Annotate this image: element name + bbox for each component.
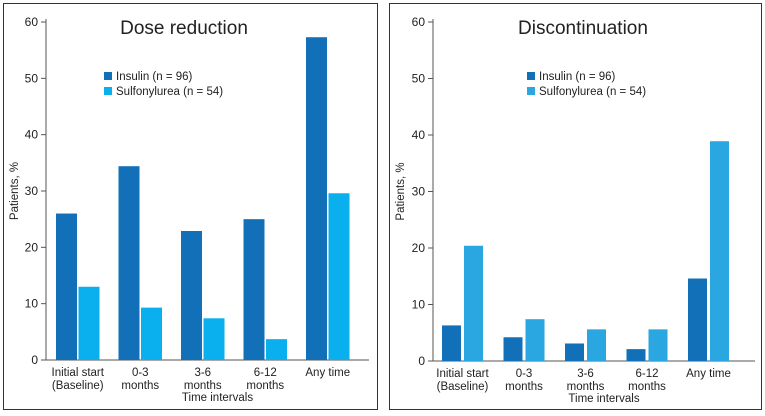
bar-insulin — [626, 349, 646, 361]
bar-sulfonylurea — [525, 319, 545, 361]
category-label: Any time — [305, 367, 350, 379]
y-tick-label: 30 — [25, 184, 39, 198]
y-tick-label: 0 — [31, 353, 38, 367]
category-label: 6-12 — [635, 368, 658, 380]
chart-title: Discontinuation — [518, 18, 648, 39]
category-label: 0-3 — [132, 367, 149, 379]
legend-label: Insulin (n = 96) — [116, 71, 193, 83]
category-label: months — [121, 380, 159, 392]
legend-swatch — [104, 72, 112, 80]
category-label: months — [567, 381, 605, 393]
legend-label: Sulfonylurea (n = 54) — [539, 86, 646, 98]
y-tick-label: 40 — [412, 128, 426, 142]
bar-insulin — [56, 213, 77, 360]
y-tick-label: 50 — [25, 71, 39, 85]
discontinuation-chart: Discontinuation 0 10 20 30 40 50 60 Patients, % I… — [395, 15, 755, 405]
dose-reduction-panel: Dose reduction 0 10 20 30 40 50 60 Patients, % In… — [3, 3, 378, 410]
y-tick-label: 30 — [412, 185, 426, 199]
bar-insulin — [565, 343, 584, 361]
legend-label: Sulfonylurea (n = 54) — [116, 86, 223, 98]
y-tick-label: 60 — [412, 15, 426, 29]
legend-label: Insulin (n = 96) — [539, 71, 616, 83]
bar-sulfonylurea — [648, 329, 668, 361]
bar-insulin — [688, 278, 707, 361]
dose-reduction-chart: Dose reduction 0 10 20 30 40 50 60 Patients, % In… — [9, 15, 369, 404]
bar-insulin — [503, 337, 523, 361]
y-tick-label: 0 — [418, 354, 425, 368]
category-label: (Baseline) — [437, 381, 489, 393]
y-axis-label: Patients, % — [9, 162, 21, 220]
bar-insulin — [306, 37, 327, 361]
bar-sulfonylurea — [328, 193, 350, 360]
bar-insulin — [442, 325, 461, 361]
bar-sulfonylurea — [141, 307, 162, 360]
category-label: months — [505, 381, 543, 393]
bar-sulfonylurea — [203, 318, 225, 360]
bar-sulfonylurea — [587, 329, 606, 361]
y-tick-label: 10 — [25, 297, 39, 311]
legend-swatch — [104, 87, 112, 95]
discontinuation-panel: Discontinuation 0 10 20 30 40 50 60 Patients, % I… — [389, 3, 762, 410]
category-label: Initial start — [436, 368, 489, 380]
bar-insulin — [181, 230, 202, 360]
category-label: (Baseline) — [52, 380, 104, 392]
legend-swatch — [527, 72, 535, 80]
y-tick-label: 50 — [412, 72, 426, 86]
y-tick-label: 10 — [412, 298, 426, 312]
y-tick-label: 20 — [412, 241, 426, 255]
category-label: 0-3 — [516, 368, 533, 380]
category-label: Initial start — [52, 367, 105, 379]
bar-sulfonylurea — [710, 141, 729, 361]
y-tick-label: 20 — [25, 240, 39, 254]
legend-swatch — [527, 87, 535, 95]
bar-sulfonylurea — [464, 245, 483, 361]
x-axis-label: Time intervals — [568, 393, 639, 405]
category-label: 3-6 — [577, 368, 594, 380]
category-label: 6-12 — [254, 367, 277, 379]
x-axis-label: Time intervals — [182, 392, 253, 404]
bar-sulfonylurea — [266, 339, 287, 360]
y-tick-label: 60 — [25, 15, 39, 29]
category-label: months — [246, 380, 284, 392]
chart-title: Dose reduction — [120, 18, 248, 39]
category-label: months — [628, 381, 666, 393]
y-tick-label: 40 — [25, 128, 39, 142]
category-label: months — [184, 380, 222, 392]
bar-insulin — [118, 166, 140, 360]
bar-insulin — [243, 219, 265, 360]
y-axis-label: Patients, % — [395, 162, 407, 220]
category-label: Any time — [686, 368, 731, 380]
category-label: 3-6 — [194, 367, 211, 379]
bar-sulfonylurea — [78, 286, 100, 360]
